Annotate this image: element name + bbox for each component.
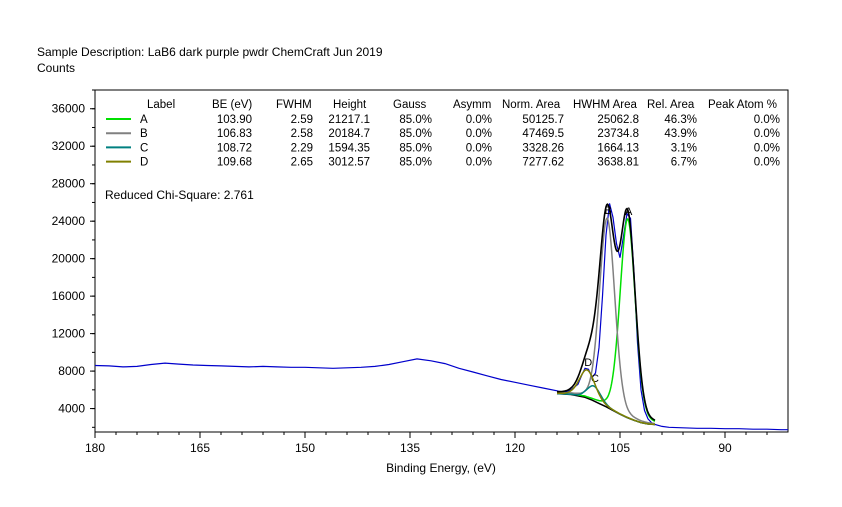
table-cell: 109.68 (217, 157, 252, 169)
table-cell: 1664.13 (597, 142, 639, 154)
table-cell: 2.58 (291, 128, 313, 140)
table-cell: 23734.8 (597, 128, 639, 140)
y-tick-label: 32000 (52, 139, 86, 153)
table-cell: 0.0% (754, 142, 780, 154)
reduced-chi-square: Reduced Chi-Square: 2.761 (105, 188, 254, 202)
table-cell: 106.83 (217, 128, 252, 140)
peak-b-curve (557, 217, 655, 425)
table-cell: 25062.8 (597, 114, 639, 126)
table-cell: 0.0% (466, 157, 492, 169)
table-cell: 3328.26 (522, 142, 564, 154)
raw-spectrum-line (94, 203, 788, 431)
y-tick-label: 4000 (58, 402, 85, 416)
envelope-line (557, 203, 656, 421)
plot-frame (94, 89, 789, 433)
table-cell: 3012.57 (328, 157, 370, 169)
table-cell: 85.0% (399, 128, 432, 140)
table-cell: 1594.35 (328, 142, 370, 154)
peak-d-curve (557, 369, 655, 426)
x-tick-label: 150 (295, 441, 315, 455)
table-header: BE (eV) (212, 99, 252, 111)
table-cell: 3.1% (671, 142, 697, 154)
table-cell: 0.0% (754, 157, 780, 169)
peak-d-label: D (584, 357, 592, 369)
table-header: Rel. Area (647, 99, 695, 111)
x-tick-label: 120 (505, 441, 525, 455)
table-cell: 108.72 (217, 142, 252, 154)
table-cell: 85.0% (399, 114, 432, 126)
table-cell: 46.3% (664, 114, 697, 126)
table-cell: 0.0% (466, 142, 492, 154)
table-cell: 0.0% (754, 114, 780, 126)
x-axis-label: Binding Energy, (eV) (386, 461, 496, 475)
y-tick-label: 28000 (52, 177, 86, 191)
table-cell: 2.65 (291, 157, 313, 169)
peak-table: Label BE (eV) FWHM Height Gauss Asymm Norm. Ar… (106, 99, 780, 169)
table-cell: 7277.62 (522, 157, 564, 169)
table-header: Norm. Area (502, 99, 561, 111)
axes-layer: 4000 8000 12000 16000 20000 24000 28000 32000 36… (52, 89, 768, 455)
y-axis-label: Counts (37, 61, 76, 75)
table-cell: 43.9% (664, 128, 697, 140)
table-cell: 20184.7 (328, 128, 370, 140)
table-header: Height (333, 99, 367, 111)
table-header: Gauss (393, 99, 426, 111)
table-cell: 0.0% (466, 128, 492, 140)
sample-description-label: Sample Description: (37, 45, 145, 59)
table-cell: 85.0% (399, 142, 432, 154)
x-tick-label: 105 (610, 441, 630, 455)
legend-label-d: D (140, 157, 148, 169)
peak-c-label: C (591, 373, 599, 385)
legend-label-c: C (140, 142, 148, 154)
table-header: Label (147, 99, 175, 111)
peak-b-label: B (605, 205, 612, 217)
table-cell: 2.59 (291, 114, 313, 126)
y-tick-label: 20000 (52, 252, 86, 266)
y-tick-label: 16000 (52, 289, 86, 303)
table-cell: 0.0% (754, 128, 780, 140)
table-header: HWHM Area (573, 99, 638, 111)
y-tick-label: 36000 (52, 102, 86, 116)
legend-label-a: A (140, 114, 148, 126)
table-header: Asymm (453, 99, 491, 111)
y-tick-label: 24000 (52, 214, 86, 228)
y-tick-label: 12000 (52, 327, 86, 341)
legend-label-b: B (140, 128, 148, 140)
table-cell: 50125.7 (522, 114, 564, 126)
x-tick-label: 135 (400, 441, 420, 455)
table-cell: 0.0% (466, 114, 492, 126)
table-cell: 21217.1 (328, 114, 370, 126)
table-cell: 2.29 (291, 142, 313, 154)
table-cell: 103.90 (217, 114, 252, 126)
table-cell: 6.7% (671, 157, 697, 169)
table-cell: 3638.81 (597, 157, 639, 169)
table-cell: 47469.5 (522, 128, 564, 140)
table-header: FWHM (276, 99, 312, 111)
sample-description-value: LaB6 dark purple pwdr ChemCraft Jun 2019 (147, 45, 383, 59)
x-tick-label: 180 (85, 441, 105, 455)
x-tick-label: 90 (718, 441, 732, 455)
x-tick-label: 165 (190, 441, 210, 455)
sample-description: Sample Description: LaB6 dark purple pwd… (37, 45, 383, 59)
table-header: Peak Atom % (708, 99, 777, 111)
table-cell: 85.0% (399, 157, 432, 169)
y-tick-label: 8000 (58, 364, 85, 378)
